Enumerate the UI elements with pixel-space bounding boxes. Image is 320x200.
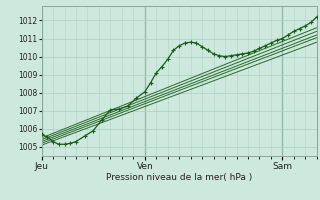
X-axis label: Pression niveau de la mer( hPa ): Pression niveau de la mer( hPa ) xyxy=(106,173,252,182)
